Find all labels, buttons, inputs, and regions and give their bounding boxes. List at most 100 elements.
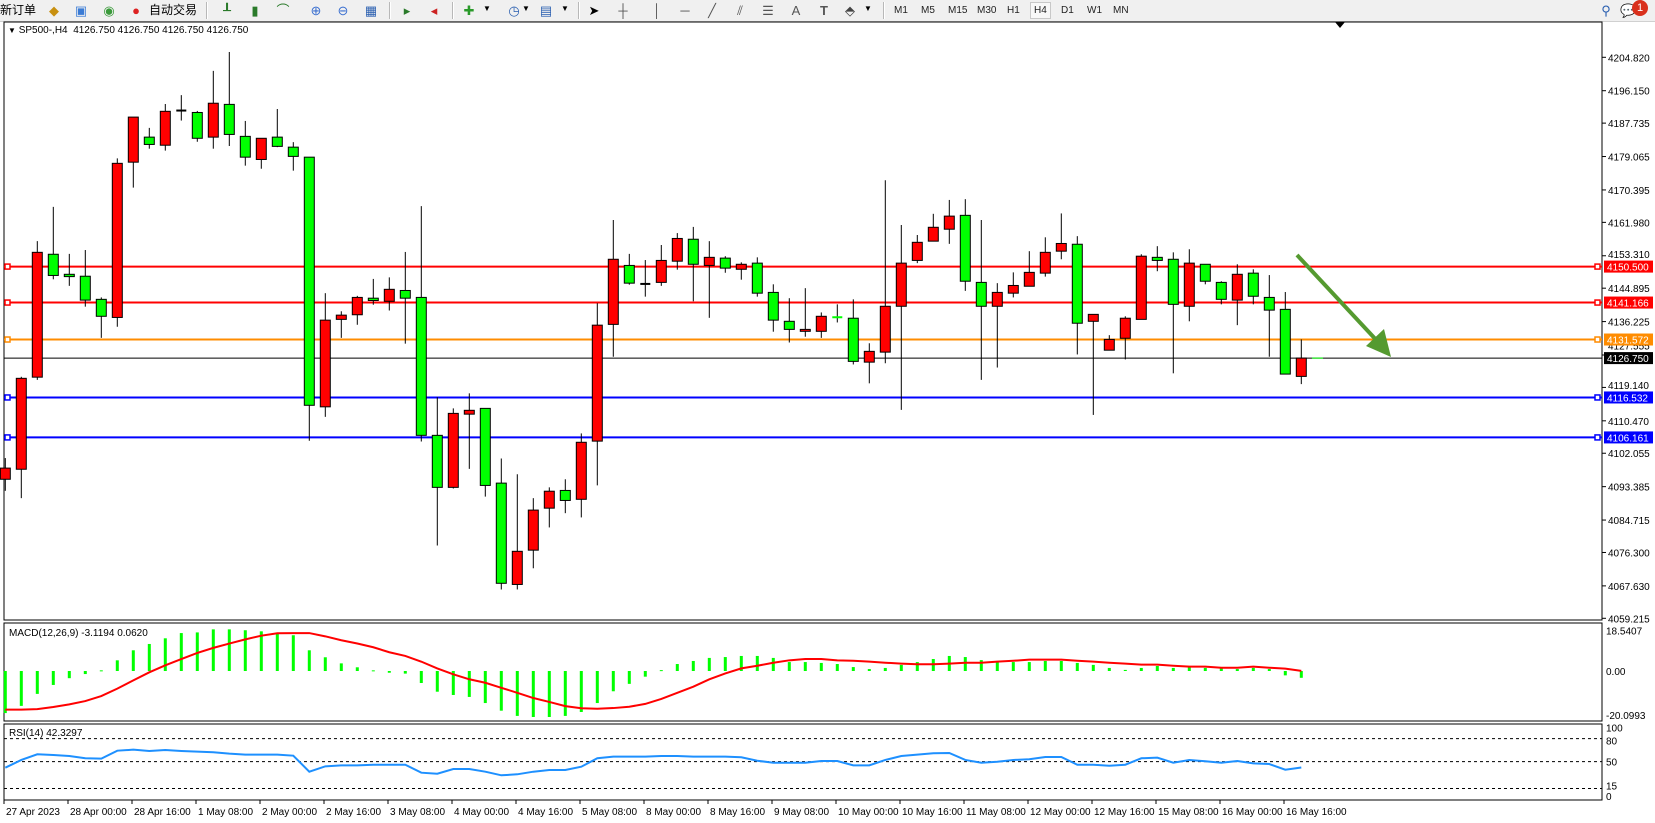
collapse-arrow-icon[interactable]: ▼: [8, 26, 16, 35]
macd-histogram-bar: [1123, 669, 1127, 671]
line-handle-left[interactable]: [4, 263, 11, 270]
market-watch-icon[interactable]: ◆: [49, 3, 59, 18]
periods-icon[interactable]: ◷: [508, 3, 520, 18]
notification-badge[interactable]: 1: [1632, 0, 1648, 16]
line-handle-left[interactable]: [4, 336, 11, 343]
macd-histogram-bar: [1011, 662, 1015, 671]
macd-histogram-bar: [435, 671, 439, 692]
text-label-icon[interactable]: T: [820, 3, 828, 18]
candle-bearish: [271, 136, 283, 147]
time-axis-label: 10 May 00:00: [838, 807, 899, 818]
periods-dropdown-icon[interactable]: ▼: [522, 4, 530, 13]
candle-bullish: [943, 215, 955, 230]
candle-bullish: [319, 319, 331, 408]
candlestick-icon[interactable]: ▮: [251, 3, 259, 18]
candle-bullish: [927, 226, 939, 242]
equidistant-channel-icon[interactable]: ⫽: [737, 3, 743, 18]
indicators-dropdown-icon[interactable]: ▼: [483, 4, 491, 13]
candle-bearish: [431, 434, 443, 488]
horizontal-line-icon[interactable]: ─: [680, 3, 690, 18]
line-handle-right[interactable]: [1594, 336, 1601, 343]
price-tick-label: 4127.555: [1608, 342, 1650, 353]
candle-bearish: [191, 111, 203, 139]
main-chart-panel[interactable]: [3, 21, 1603, 621]
signals-icon[interactable]: ◉: [103, 3, 115, 18]
chart-shift-marker-icon[interactable]: [1335, 22, 1345, 28]
trendline-icon[interactable]: ╱: [708, 3, 716, 18]
zoom-out-icon[interactable]: ⊖: [337, 3, 349, 18]
bar-chart-icon[interactable]: ┸: [223, 3, 231, 18]
macd-histogram-bar: [387, 671, 391, 673]
new-order-button[interactable]: 新订单: [0, 3, 37, 17]
timeframe-m15[interactable]: M15: [948, 5, 968, 16]
price-line-label: 4131.572: [1607, 336, 1649, 347]
macd-histogram-bar: [99, 670, 103, 672]
line-handle-left[interactable]: [4, 434, 11, 441]
candle-bearish: [751, 262, 763, 294]
line-handle-left[interactable]: [4, 299, 11, 306]
arrows-dropdown-icon[interactable]: ▼: [864, 4, 872, 13]
autoscroll-icon[interactable]: ▸: [403, 3, 411, 18]
macd-histogram-bar: [419, 671, 423, 683]
price-tick-label: 4084.715: [1608, 516, 1650, 527]
candle-bearish: [495, 482, 507, 584]
search-icon[interactable]: ⚲: [1601, 3, 1611, 18]
macd-histogram-bar: [691, 660, 695, 671]
fibonacci-icon[interactable]: ☰: [762, 3, 774, 18]
macd-histogram-bar: [675, 664, 679, 671]
line-handle-right[interactable]: [1594, 263, 1601, 270]
trend-arrow-head-icon[interactable]: [1366, 329, 1391, 357]
macd-histogram-bar: [563, 671, 567, 716]
macd-histogram-bar: [1171, 667, 1175, 671]
candle-bullish: [383, 288, 395, 302]
macd-histogram-bar: [307, 650, 311, 671]
tile-windows-icon[interactable]: ▦: [364, 3, 378, 18]
macd-histogram-bar: [1203, 667, 1207, 671]
timeframe-d1[interactable]: D1: [1061, 5, 1074, 16]
line-chart-icon[interactable]: ⌒: [276, 3, 290, 18]
line-handle-left[interactable]: [4, 394, 11, 401]
arrows-icon[interactable]: ⬘: [845, 3, 855, 18]
line-handle-right[interactable]: [1594, 434, 1601, 441]
chart-shift-icon[interactable]: ◂: [430, 3, 438, 18]
macd-histogram-bar: [643, 671, 647, 677]
timeframe-h4[interactable]: H4: [1030, 2, 1051, 19]
auto-trading-icon[interactable]: ●: [132, 3, 140, 18]
line-handle-right[interactable]: [1594, 299, 1601, 306]
trend-arrow-shaft[interactable]: [1295, 253, 1382, 346]
zoom-in-icon[interactable]: ⊕: [310, 3, 322, 18]
price-line-label: 4116.532: [1607, 393, 1648, 404]
candle-bearish: [303, 156, 315, 406]
candle-bearish: [719, 257, 731, 269]
macd-panel[interactable]: [3, 622, 1603, 722]
navigator-icon[interactable]: ▣: [74, 3, 88, 18]
price-tick-label: 4204.820: [1608, 53, 1650, 64]
timeframe-m30[interactable]: M30: [977, 5, 997, 16]
macd-histogram-bar: [899, 664, 903, 671]
macd-histogram-bar: [787, 662, 791, 671]
macd-histogram-bar: [867, 669, 871, 671]
price-tick-label: 4161.980: [1608, 218, 1650, 229]
price-line-label-bg: [1604, 333, 1653, 346]
timeframe-w1[interactable]: W1: [1087, 5, 1102, 16]
text-icon[interactable]: A: [791, 3, 801, 18]
candle-bullish: [159, 110, 171, 146]
crosshair-icon[interactable]: ┼: [618, 3, 628, 18]
macd-histogram-bar: [579, 671, 583, 712]
timeframe-h1[interactable]: H1: [1007, 5, 1020, 16]
timeframe-m1[interactable]: M1: [894, 5, 908, 16]
templates-icon[interactable]: ▤: [539, 3, 553, 18]
indicators-icon[interactable]: ✚: [463, 3, 475, 18]
templates-dropdown-icon[interactable]: ▼: [561, 4, 569, 13]
timeframe-mn[interactable]: MN: [1113, 5, 1129, 16]
cursor-icon[interactable]: ➤: [588, 3, 600, 18]
time-axis-label: 3 May 08:00: [390, 807, 445, 818]
vertical-line-icon[interactable]: │: [652, 3, 662, 18]
auto-trading-button[interactable]: 自动交易: [149, 3, 198, 17]
price-line-label: 4106.161: [1607, 433, 1649, 444]
macd-histogram-bar: [1267, 669, 1271, 671]
line-handle-right[interactable]: [1594, 394, 1601, 401]
macd-histogram-bar: [1235, 669, 1239, 671]
timeframe-m5[interactable]: M5: [921, 5, 935, 16]
